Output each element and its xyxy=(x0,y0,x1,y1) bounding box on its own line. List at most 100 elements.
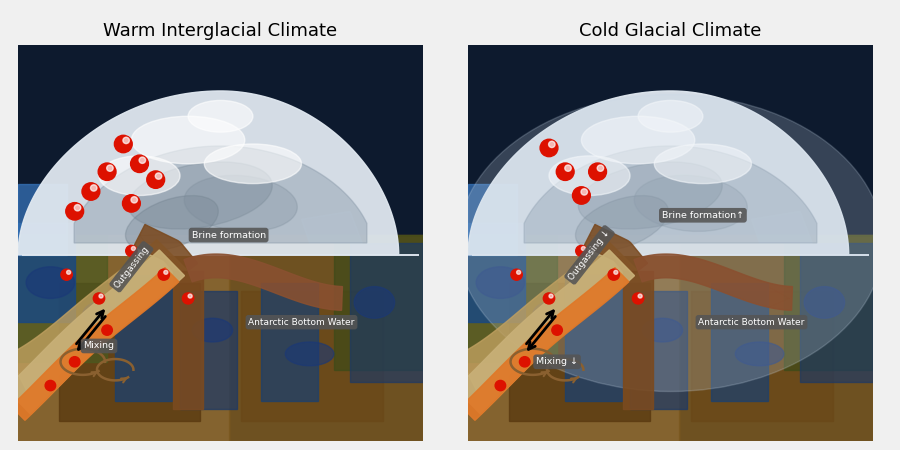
Polygon shape xyxy=(691,291,832,421)
Ellipse shape xyxy=(184,176,297,231)
Circle shape xyxy=(122,195,140,212)
Polygon shape xyxy=(711,283,768,401)
Circle shape xyxy=(131,247,136,251)
Ellipse shape xyxy=(148,173,164,187)
Circle shape xyxy=(158,269,169,280)
Polygon shape xyxy=(18,45,423,441)
Ellipse shape xyxy=(590,165,606,179)
Polygon shape xyxy=(468,235,679,441)
Polygon shape xyxy=(8,239,187,393)
Polygon shape xyxy=(180,291,237,410)
Ellipse shape xyxy=(131,116,245,164)
Circle shape xyxy=(164,270,167,274)
Ellipse shape xyxy=(476,267,525,298)
Ellipse shape xyxy=(67,204,83,218)
Ellipse shape xyxy=(193,318,232,342)
Ellipse shape xyxy=(581,116,695,164)
Polygon shape xyxy=(350,243,423,382)
Polygon shape xyxy=(584,225,648,278)
Text: Cold Glacial Climate: Cold Glacial Climate xyxy=(580,22,761,40)
Polygon shape xyxy=(173,271,203,410)
Ellipse shape xyxy=(634,176,747,231)
Polygon shape xyxy=(134,225,198,278)
Polygon shape xyxy=(634,254,792,310)
Polygon shape xyxy=(508,283,650,421)
Circle shape xyxy=(99,294,104,298)
Circle shape xyxy=(188,294,193,298)
Circle shape xyxy=(581,189,588,195)
Polygon shape xyxy=(184,254,342,310)
Ellipse shape xyxy=(549,156,630,195)
Polygon shape xyxy=(800,243,873,382)
Ellipse shape xyxy=(533,302,565,326)
Circle shape xyxy=(130,155,148,172)
Polygon shape xyxy=(11,268,179,420)
Circle shape xyxy=(131,197,138,203)
Text: Antarctic Bottom Water: Antarctic Bottom Water xyxy=(698,318,805,327)
Polygon shape xyxy=(468,223,525,322)
Polygon shape xyxy=(18,91,418,255)
Polygon shape xyxy=(784,235,873,370)
Ellipse shape xyxy=(188,100,253,132)
Ellipse shape xyxy=(115,137,131,151)
Ellipse shape xyxy=(125,196,219,251)
Circle shape xyxy=(123,137,130,144)
Ellipse shape xyxy=(643,318,682,342)
Ellipse shape xyxy=(541,141,557,155)
Circle shape xyxy=(45,380,56,391)
Ellipse shape xyxy=(123,197,140,210)
Ellipse shape xyxy=(573,189,590,202)
Text: Brine formation: Brine formation xyxy=(192,230,266,239)
Ellipse shape xyxy=(99,156,180,195)
Polygon shape xyxy=(468,45,873,441)
Polygon shape xyxy=(18,235,107,362)
Polygon shape xyxy=(468,235,557,362)
Polygon shape xyxy=(58,283,200,421)
Ellipse shape xyxy=(354,287,394,318)
Polygon shape xyxy=(630,291,687,410)
Circle shape xyxy=(544,293,554,304)
Circle shape xyxy=(576,245,587,256)
Polygon shape xyxy=(565,274,622,401)
Circle shape xyxy=(107,165,113,171)
Polygon shape xyxy=(302,212,362,243)
Ellipse shape xyxy=(805,287,844,318)
Text: Outgassing: Outgassing xyxy=(112,244,150,290)
Polygon shape xyxy=(468,184,517,255)
Polygon shape xyxy=(261,283,318,401)
Circle shape xyxy=(66,202,84,220)
Circle shape xyxy=(608,269,619,280)
Circle shape xyxy=(581,247,585,251)
Circle shape xyxy=(572,187,590,204)
Polygon shape xyxy=(524,146,817,243)
Circle shape xyxy=(614,270,617,274)
Polygon shape xyxy=(334,235,423,370)
Circle shape xyxy=(102,325,112,335)
Polygon shape xyxy=(115,274,172,401)
Text: Mixing: Mixing xyxy=(84,342,114,351)
Circle shape xyxy=(61,269,72,280)
Circle shape xyxy=(91,185,97,191)
Circle shape xyxy=(75,205,81,211)
Ellipse shape xyxy=(285,342,334,366)
Circle shape xyxy=(183,293,194,304)
Polygon shape xyxy=(74,146,367,243)
Polygon shape xyxy=(679,235,873,441)
Circle shape xyxy=(517,270,520,274)
Circle shape xyxy=(540,139,558,157)
Text: Mixing ↓: Mixing ↓ xyxy=(536,357,578,366)
Polygon shape xyxy=(455,250,634,414)
Circle shape xyxy=(565,165,572,171)
Circle shape xyxy=(511,269,522,280)
Circle shape xyxy=(98,163,116,180)
Circle shape xyxy=(126,245,137,256)
Circle shape xyxy=(495,380,506,391)
Polygon shape xyxy=(623,271,653,410)
Ellipse shape xyxy=(575,196,669,251)
Circle shape xyxy=(67,270,70,274)
Ellipse shape xyxy=(557,165,573,179)
Polygon shape xyxy=(18,184,67,255)
Circle shape xyxy=(114,135,132,153)
Ellipse shape xyxy=(638,100,703,132)
Ellipse shape xyxy=(735,342,784,366)
